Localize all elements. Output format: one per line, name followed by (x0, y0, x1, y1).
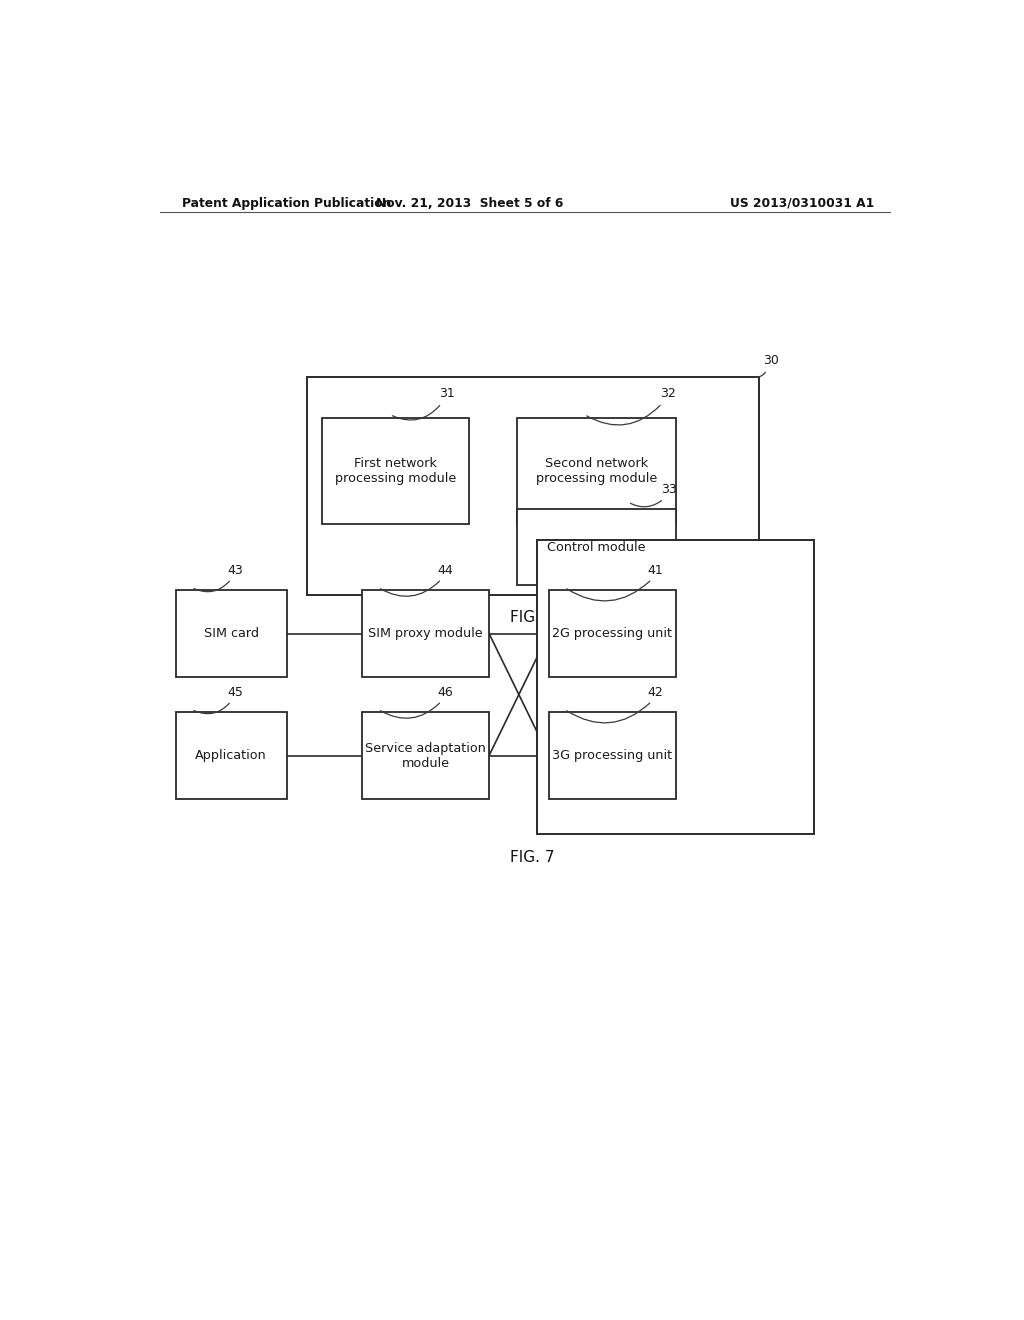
Text: 41: 41 (648, 564, 664, 577)
Bar (362, 590, 489, 677)
Bar (537, 540, 814, 834)
Text: Control module: Control module (547, 541, 645, 553)
Bar (517, 417, 676, 524)
Text: 3G processing unit: 3G processing unit (552, 748, 672, 762)
Text: First network
processing module: First network processing module (335, 457, 457, 484)
Text: FIG. 6: FIG. 6 (510, 610, 555, 626)
Text: US 2013/0310031 A1: US 2013/0310031 A1 (730, 197, 873, 210)
Text: 32: 32 (659, 387, 676, 400)
Text: Nov. 21, 2013  Sheet 5 of 6: Nov. 21, 2013 Sheet 5 of 6 (376, 197, 563, 210)
Text: SIM card: SIM card (204, 627, 259, 640)
Text: 30: 30 (763, 354, 779, 367)
Bar (549, 713, 676, 799)
Text: 45: 45 (227, 686, 243, 700)
Bar (323, 417, 469, 524)
Bar (306, 378, 759, 595)
Text: Application: Application (196, 748, 267, 762)
Text: 2G processing unit: 2G processing unit (552, 627, 672, 640)
Text: 33: 33 (662, 483, 677, 496)
Bar (362, 713, 489, 799)
Text: 46: 46 (437, 686, 454, 700)
Text: Service adaptation
module: Service adaptation module (366, 742, 486, 770)
Text: 42: 42 (648, 686, 664, 700)
Bar (549, 590, 676, 677)
Text: FIG. 7: FIG. 7 (511, 850, 555, 865)
Text: SIM proxy module: SIM proxy module (369, 627, 483, 640)
Bar (517, 510, 676, 585)
Text: 44: 44 (437, 564, 454, 577)
Bar (176, 713, 287, 799)
Text: Patent Application Publication: Patent Application Publication (182, 197, 391, 210)
Bar (176, 590, 287, 677)
Text: 31: 31 (439, 387, 455, 400)
Text: 43: 43 (227, 564, 243, 577)
Text: Second network
processing module: Second network processing module (536, 457, 656, 484)
